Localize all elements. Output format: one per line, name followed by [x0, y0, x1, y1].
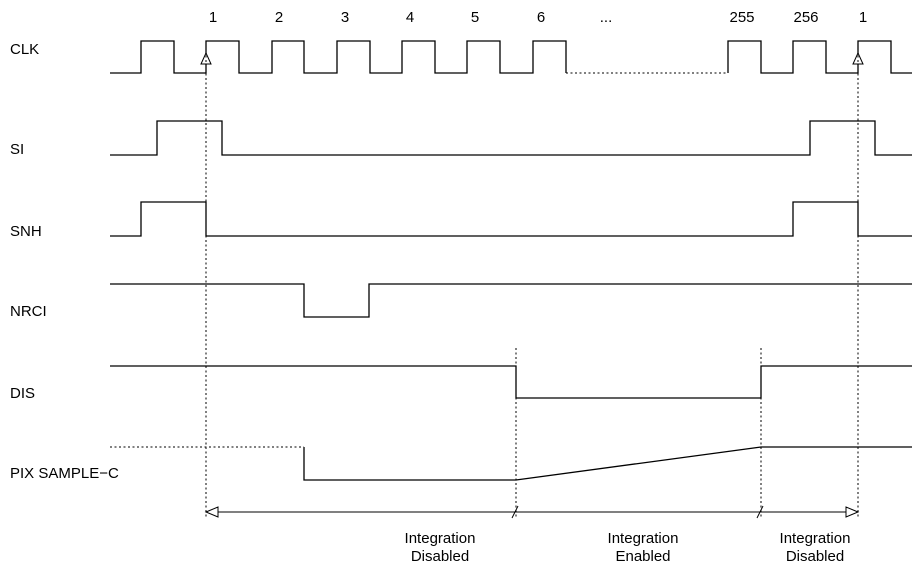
phase-middle-line1: Integration — [608, 530, 679, 547]
clock-number-4: 4 — [406, 9, 414, 26]
arrow-right-head — [845, 506, 860, 518]
clk-edge-marker-1 — [200, 51, 212, 65]
clk-edge-marker-2 — [852, 51, 864, 65]
phase-right-line2: Disabled — [786, 548, 844, 565]
clock-number-6: 6 — [537, 9, 545, 26]
clock-number-ellipsis: ... — [600, 9, 613, 26]
phase-right-line1: Integration — [780, 530, 851, 547]
arrow-break-tick-2 — [756, 505, 764, 519]
clock-number-5: 5 — [471, 9, 479, 26]
phase-left-line2: Disabled — [411, 548, 469, 565]
snh-waveform — [110, 201, 912, 237]
signal-label-si: SI — [10, 141, 24, 158]
signal-label-pix-sample-c: PIX SAMPLE−C — [10, 465, 119, 482]
signal-label-nrci: NRCI — [10, 303, 47, 320]
nrci-waveform — [110, 283, 912, 318]
phase-left-line1: Integration — [405, 530, 476, 547]
clk-waveform-end — [727, 40, 912, 74]
si-waveform — [110, 120, 912, 156]
clock-number-256: 256 — [793, 9, 818, 26]
pix-sample-c-waveform — [303, 446, 912, 481]
clock-number-1-next: 1 — [859, 9, 867, 26]
signal-label-dis: DIS — [10, 385, 35, 402]
clock-number-2: 2 — [275, 9, 283, 26]
clk-waveform — [110, 40, 567, 74]
clock-number-3: 3 — [341, 9, 349, 26]
arrow-break-tick-1 — [511, 505, 519, 519]
phase-middle-line2: Enabled — [615, 548, 670, 565]
signal-label-clk: CLK — [10, 41, 39, 58]
dis-waveform — [110, 365, 912, 399]
clock-number-255: 255 — [729, 9, 754, 26]
signal-label-snh: SNH — [10, 223, 42, 240]
clock-number-1: 1 — [209, 9, 217, 26]
arrow-left-head — [204, 506, 219, 518]
